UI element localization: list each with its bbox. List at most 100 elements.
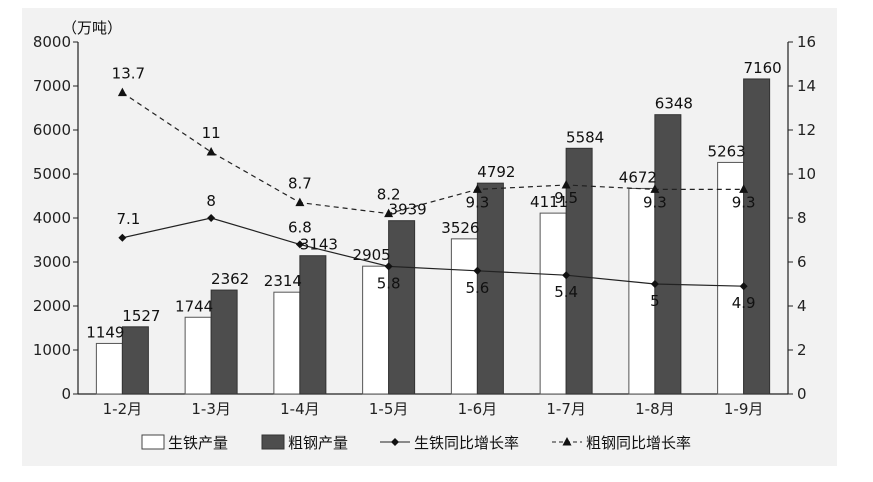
line-label-crude-steel-growth: 9.3: [465, 193, 489, 211]
y-tick-label: 5000: [33, 165, 71, 183]
y-tick-label: 1000: [33, 341, 71, 359]
bar-crude-steel: [299, 255, 327, 395]
x-tick-label: 1-8月: [635, 400, 675, 418]
line-label-pig-iron-growth: 6.8: [288, 218, 312, 236]
line-label-pig-iron-growth: 4.9: [732, 294, 756, 312]
bar-label-crude-steel: 1527: [122, 307, 160, 325]
marker-pig-iron-growth: [562, 271, 571, 280]
line-label-pig-iron-growth: 5.6: [465, 279, 489, 297]
bar-crude-steel: [565, 147, 593, 395]
bar-pig-iron: [95, 342, 123, 395]
bar-label-crude-steel: 2362: [211, 270, 249, 288]
y2-tick-label: 10: [797, 165, 816, 183]
x-tick-label: 1-2月: [103, 400, 143, 418]
line-pig-iron-growth: [122, 217, 744, 287]
bar-crude-steel: [476, 182, 504, 395]
bar-label-pig-iron: 4672: [619, 168, 657, 186]
bar-label-pig-iron: 5263: [708, 142, 746, 160]
x-tick-label: 1-4月: [280, 400, 320, 418]
legend-label-crude-steel: 粗钢产量: [288, 434, 348, 452]
x-tick-label: 1-5月: [369, 400, 409, 418]
legend-label-pig-iron: 生铁产量: [168, 434, 228, 452]
y2-tick-label: 16: [797, 33, 816, 51]
line-label-pig-iron-growth: 8: [206, 192, 216, 210]
y2-tick-label: 0: [797, 385, 807, 403]
x-tick-label: 1-3月: [191, 400, 231, 418]
marker-crude-steel-growth: [117, 87, 127, 97]
line-label-crude-steel-growth: 8.2: [377, 186, 401, 204]
marker-pig-iron-growth: [739, 282, 748, 291]
legend-marker-crude-steel-growth: [562, 437, 572, 446]
line-label-crude-steel-growth: 13.7: [112, 65, 145, 83]
marker-pig-iron-growth: [384, 262, 393, 271]
y2-tick-label: 2: [797, 341, 807, 359]
y-tick-label: 0: [61, 385, 71, 403]
bar-label-crude-steel: 7160: [744, 59, 782, 77]
line-label-pig-iron-growth: 7.1: [116, 210, 140, 228]
line-label-pig-iron-growth: 5.8: [377, 274, 401, 292]
bar-pig-iron: [184, 316, 212, 395]
legend-marker-pig-iron-growth: [391, 438, 399, 446]
bar-pig-iron: [628, 187, 656, 395]
marker-pig-iron-growth: [650, 280, 659, 288]
line-label-crude-steel-growth: 9.3: [732, 193, 756, 211]
marker-crude-steel-growth: [295, 197, 305, 207]
marker-crude-steel-growth: [206, 147, 216, 156]
marker-pig-iron-growth: [295, 240, 304, 249]
bar-crude-steel: [654, 114, 682, 395]
marker-crude-steel-growth: [472, 184, 482, 193]
y2-tick-label: 12: [797, 121, 816, 139]
bar-crude-steel: [121, 326, 149, 395]
bar-label-pig-iron: 3526: [441, 219, 479, 237]
bar-label-pig-iron: 4111: [530, 193, 568, 211]
line-label-crude-steel-growth: 11: [202, 124, 221, 142]
lines: [117, 87, 749, 291]
y2-tick-label: 8: [797, 209, 807, 227]
bar-pig-iron: [450, 238, 478, 395]
x-tick-label: 1-6月: [458, 400, 498, 418]
line-crude-steel-growth: [122, 92, 744, 215]
y2-tick-label: 6: [797, 253, 807, 271]
x-tick-label: 1-9月: [724, 400, 764, 418]
y-tick-label: 4000: [33, 209, 71, 227]
bar-label-crude-steel: 3939: [389, 201, 427, 219]
bar-label-pig-iron: 2905: [353, 246, 391, 264]
bar-crude-steel: [210, 289, 238, 395]
bar-crude-steel: [743, 78, 771, 395]
marker-crude-steel-growth: [650, 184, 660, 193]
legend-swatch-crude-steel: [261, 434, 285, 450]
bar-label-pig-iron: 1744: [175, 297, 213, 315]
marker-crude-steel-growth: [739, 184, 749, 193]
marker-pig-iron-growth: [118, 233, 127, 242]
bar-label-crude-steel: 6348: [655, 95, 693, 113]
y2-tick-label: 4: [797, 297, 807, 315]
bar-label-pig-iron: 2314: [264, 272, 302, 290]
line-label-crude-steel-growth: 8.7: [288, 175, 312, 193]
legend: 生铁产量 粗钢产量 生铁同比增长率 粗钢同比增长率: [141, 434, 691, 452]
line-label-pig-iron-growth: 5: [650, 292, 660, 310]
x-tick-label: 1-7月: [546, 400, 586, 418]
bar-pig-iron: [539, 212, 567, 395]
chart-background: [22, 8, 837, 466]
line-label-crude-steel-growth: 9.3: [643, 193, 667, 211]
bar-pig-iron: [273, 291, 301, 395]
legend-swatch-pig-iron: [141, 434, 165, 450]
y-tick-label: 2000: [33, 297, 71, 315]
legend-label-crude-steel-growth: 粗钢同比增长率: [586, 434, 691, 452]
y2-tick-label: 14: [797, 77, 816, 95]
marker-pig-iron-growth: [207, 214, 216, 222]
marker-pig-iron-growth: [473, 266, 482, 275]
y-tick-label: 7000: [33, 77, 71, 95]
y-tick-label: 3000: [33, 253, 71, 271]
bar-label-crude-steel: 5584: [566, 128, 604, 146]
bar-label-crude-steel: 3143: [300, 236, 338, 254]
y-tick-label: 8000: [33, 33, 71, 51]
bar-label-pig-iron: 1149: [86, 323, 124, 341]
line-label-pig-iron-growth: 5.4: [554, 283, 578, 301]
marker-crude-steel-growth: [384, 208, 394, 218]
legend-label-pig-iron-growth: 生铁同比增长率: [414, 434, 519, 452]
bar-label-crude-steel: 4792: [477, 163, 515, 181]
bar-crude-steel: [388, 220, 416, 395]
